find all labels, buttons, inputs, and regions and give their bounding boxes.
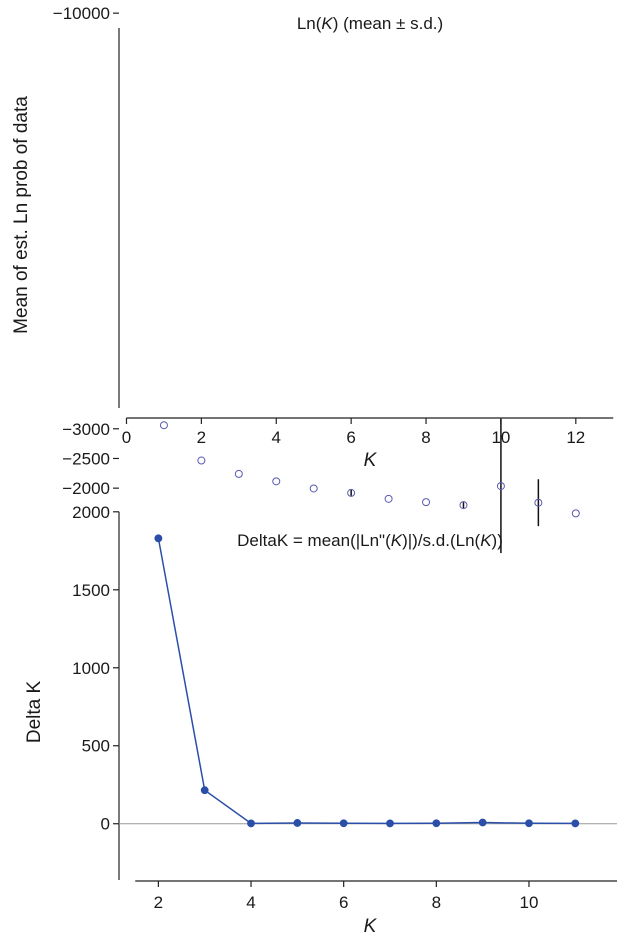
data-point [384, 494, 393, 503]
data-point [200, 786, 209, 795]
x-tick-label: 10 [520, 893, 539, 912]
x-axis-title: K [364, 450, 378, 471]
data-point [339, 819, 348, 828]
chart-title-part: )|)/s.d.(Ln( [402, 531, 480, 550]
chart-title-part: K [480, 531, 492, 550]
data-point [534, 498, 543, 507]
x-axis-title: K [364, 916, 378, 937]
y-tick-label: −2500 [62, 449, 110, 468]
y-tick-label: −3000 [62, 420, 110, 439]
x-tick-label: 0 [122, 428, 131, 447]
data-point [293, 819, 302, 827]
chart-title-part: ) (mean ± s.d.) [333, 14, 443, 33]
y-tick-label: −2000 [62, 479, 110, 498]
data-point [459, 501, 468, 510]
ln-k-chart: Ln(K) (mean ± s.d.)024681012−10000−15000… [11, 4, 614, 554]
data-point [571, 819, 580, 828]
chart-title-part: Ln( [297, 14, 322, 33]
x-tick-label: 4 [272, 428, 281, 447]
x-tick-label: 8 [421, 428, 430, 447]
x-tick-label: 2 [154, 893, 163, 912]
data-point [525, 819, 533, 828]
data-point [571, 509, 580, 518]
data-point [422, 498, 431, 507]
data-point [496, 482, 505, 491]
data-point [154, 534, 163, 543]
chart-title-part: K [321, 14, 333, 33]
x-tick-label: 6 [346, 428, 355, 447]
data-point [478, 818, 487, 827]
y-tick-label: 0 [101, 815, 110, 834]
x-tick-label: 12 [566, 428, 585, 447]
data-point [159, 421, 168, 430]
y-tick-label: 500 [82, 737, 110, 756]
y-axis-title: Delta K [24, 681, 45, 744]
x-tick-label: 4 [246, 893, 255, 912]
chart-title: DeltaK = mean(|Ln"(K)|)/s.d.(Ln(K)) [237, 531, 503, 550]
chart-title: Ln(K) (mean ± s.d.) [297, 14, 443, 33]
y-tick-label: 1500 [72, 581, 110, 600]
chart-title-part: DeltaK = mean(|Ln"( [237, 531, 391, 550]
data-point [309, 484, 318, 493]
data-point [347, 488, 356, 497]
delta-k-chart: DeltaK = mean(|Ln"(K)|)/s.d.(Ln(K))2 4 6 8 1… [24, 503, 617, 937]
x-tick-label: 2 [197, 428, 206, 447]
data-point [197, 456, 206, 465]
data-point [247, 819, 255, 828]
data-point [272, 477, 281, 486]
series-line [157, 538, 576, 825]
y-tick-label: 2000 [72, 503, 110, 522]
data-point [386, 819, 394, 828]
chart-title-part: )) [492, 531, 503, 550]
data-point [234, 469, 243, 478]
y-tick-label: −10000 [53, 4, 110, 23]
data-point [432, 819, 441, 828]
chart-title-part: K [391, 531, 403, 550]
x-tick-label: 6 [339, 893, 348, 912]
x-tick-label: 8 [432, 893, 441, 912]
y-axis-title: Mean of est. Ln prob of data [11, 96, 32, 334]
y-tick-label: 1000 [72, 659, 110, 678]
